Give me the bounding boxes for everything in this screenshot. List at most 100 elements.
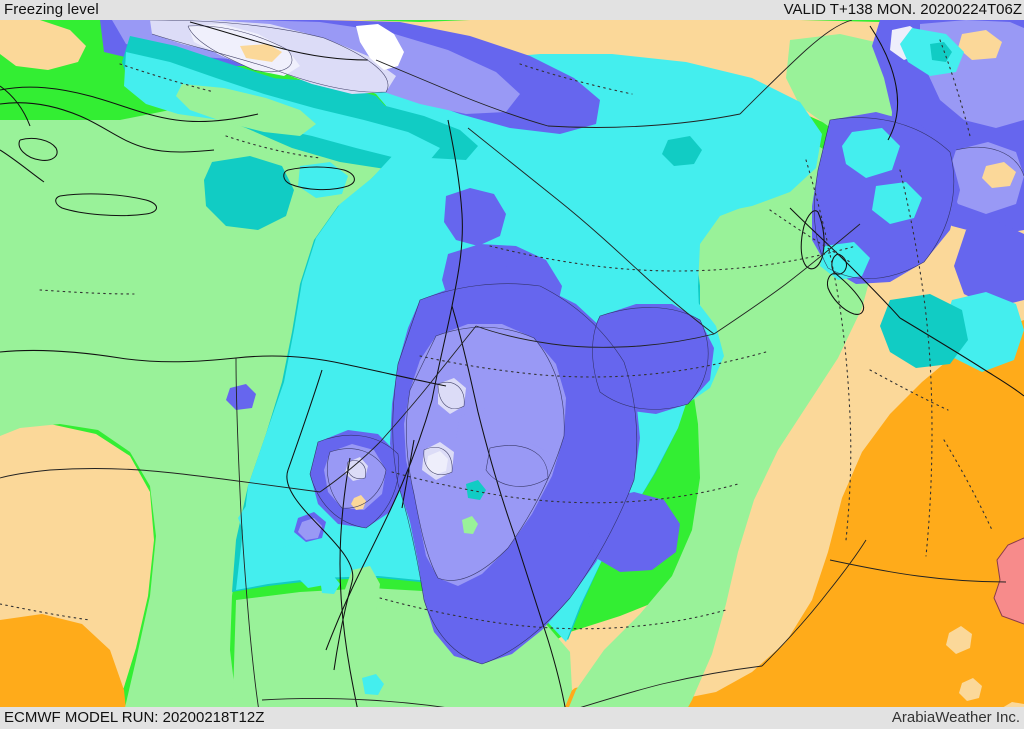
valid-time-label: VALID T+138 MON. 20200224T06Z bbox=[783, 1, 1022, 18]
coastline-black-sea bbox=[190, 22, 368, 60]
isoline-north-b bbox=[188, 26, 292, 72]
gridline-dotted-c bbox=[392, 472, 738, 503]
band-lavender-east-small bbox=[456, 408, 508, 458]
model-run-label: ECMWF MODEL RUN: 20200218T12Z bbox=[4, 709, 265, 726]
provider-credit: ArabiaWeather Inc. bbox=[891, 709, 1020, 726]
border-saudi-uae-oman bbox=[830, 560, 1006, 582]
border-syria-iraq bbox=[468, 128, 714, 334]
pocket-blue-c bbox=[226, 384, 256, 410]
pocket-teal-inner bbox=[466, 480, 486, 500]
gridline-dotted-b bbox=[420, 352, 766, 377]
ne-cyan-finger-b bbox=[872, 182, 922, 224]
pocket-cyan-sinai bbox=[362, 674, 384, 695]
isoline-central-b bbox=[407, 327, 565, 580]
border-saudi-jordan-iraq-joint bbox=[0, 469, 320, 493]
isoline-central-a bbox=[393, 284, 637, 664]
gridline-dotted-h bbox=[120, 64, 214, 92]
map-footer-bar: ECMWF MODEL RUN: 20200218T12Z ArabiaWeat… bbox=[0, 707, 1024, 729]
pocket-blue-b bbox=[526, 294, 558, 324]
isoline-inner-core-c bbox=[347, 461, 365, 479]
band-orange-northafrica-sw bbox=[0, 614, 128, 729]
gridline-dotted-i bbox=[520, 64, 632, 94]
coastline-tunisia bbox=[0, 86, 30, 126]
ne-core-peach-a bbox=[958, 30, 1002, 60]
isoline-sinai-a bbox=[310, 435, 399, 528]
border-iraq-iran bbox=[714, 224, 860, 334]
gridline-dotted-e bbox=[806, 160, 851, 540]
gridline-dotted-j bbox=[40, 290, 134, 294]
band-blueviolet-se-lobe bbox=[588, 492, 680, 572]
pocket-teal-a bbox=[662, 136, 702, 166]
ne-core-peach-b bbox=[982, 162, 1016, 188]
pocket-lightgreen-nile bbox=[344, 566, 380, 626]
border-egypt-libya bbox=[236, 358, 262, 729]
gridline-dotted-a bbox=[490, 246, 856, 271]
coastline-aegean-islands bbox=[19, 138, 57, 160]
coastline-uae bbox=[827, 274, 863, 315]
band-lightcyan-syria-iraq bbox=[428, 54, 822, 420]
pocket-lavender-a bbox=[298, 518, 322, 540]
band-lightgreen-main bbox=[0, 104, 400, 729]
pocket-cyan-d bbox=[320, 574, 340, 594]
isoline-east-lobe bbox=[593, 307, 709, 409]
band-salmon-oman bbox=[994, 538, 1024, 624]
band-salmon-oman-outline bbox=[993, 537, 1024, 625]
band-lavender-inner-patch bbox=[486, 440, 548, 492]
border-turkey-iran bbox=[548, 114, 740, 128]
north-pocket-lightgreen bbox=[176, 84, 316, 136]
coastline-nile-valley bbox=[340, 458, 362, 729]
pocket-lightgreen-a bbox=[462, 516, 478, 534]
border-saudi-yemen bbox=[566, 666, 762, 712]
coastline-levant bbox=[432, 120, 462, 400]
gridline-dotted-f bbox=[900, 170, 932, 556]
core-white-c bbox=[426, 451, 448, 475]
border-saudi-east bbox=[762, 540, 866, 666]
band-blueviolet-north-pocket bbox=[444, 188, 506, 246]
ne-teal-lobe bbox=[880, 294, 968, 368]
coastline-crete bbox=[56, 194, 157, 216]
border-turkey-syria bbox=[376, 60, 548, 126]
gridline-dotted-g bbox=[226, 136, 320, 158]
pocket-cyan-e bbox=[604, 110, 670, 158]
band-blueviolet-east-lobe bbox=[590, 304, 714, 414]
north-white-core-b bbox=[356, 24, 404, 70]
ne-cyan-big bbox=[942, 292, 1024, 372]
coastline-caspian bbox=[870, 26, 898, 140]
coastline-arabian-sea bbox=[900, 318, 1024, 396]
coastline-cyprus bbox=[284, 167, 355, 190]
band-peach-pocket-c bbox=[959, 678, 982, 701]
gridline-dotted-d bbox=[380, 598, 726, 629]
isoline-sinai-b bbox=[327, 449, 386, 509]
pocket-cyan-b bbox=[238, 494, 308, 552]
coastline-greece-coast bbox=[0, 150, 44, 182]
gridline-dotted-n bbox=[770, 210, 850, 262]
isoline-lavender-patch bbox=[486, 446, 548, 487]
band-teal-pocket-left bbox=[204, 156, 294, 230]
band-lightgreen-right bbox=[560, 132, 876, 729]
ne-blue-far bbox=[954, 222, 1024, 308]
gridline-dotted-m bbox=[944, 440, 992, 530]
isoline-north-a bbox=[150, 20, 388, 92]
coastline-turkey-north bbox=[0, 87, 258, 121]
coastline-north-africa bbox=[0, 103, 214, 152]
pocket-cyan-f bbox=[736, 94, 784, 132]
isoline-inner-core-a bbox=[438, 382, 464, 409]
band-peach-top-left bbox=[0, 20, 86, 70]
band-blueviolet-small-a bbox=[482, 262, 514, 298]
isoline-ne-a bbox=[814, 118, 954, 279]
border-jordan-saudi bbox=[320, 326, 476, 492]
north-peach-sliver-a bbox=[240, 44, 282, 62]
page-title: Freezing level bbox=[4, 1, 99, 18]
border-north-iran bbox=[740, 20, 852, 114]
coastline-qatar bbox=[801, 211, 824, 269]
gridline-dotted-k bbox=[0, 604, 90, 620]
isoline-ne-b bbox=[956, 147, 1024, 176]
border-iraq-saudi bbox=[476, 326, 714, 347]
map-header-bar: Freezing level VALID T+138 MON. 20200224… bbox=[0, 0, 1024, 20]
core-orange-sinai-peak bbox=[351, 495, 366, 510]
band-orange-southeast bbox=[520, 300, 1024, 729]
coastline-redsea-east bbox=[452, 306, 566, 712]
